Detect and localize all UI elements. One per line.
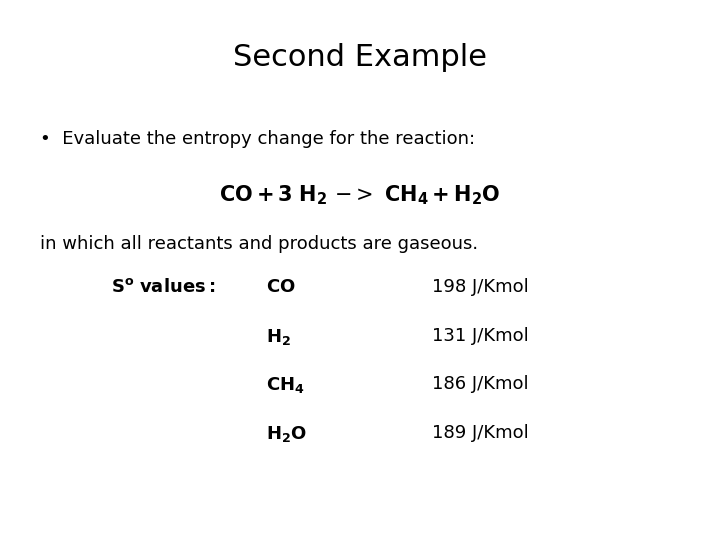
Text: Second Example: Second Example bbox=[233, 43, 487, 72]
Text: $\mathbf{S^o\ values:}$: $\mathbf{S^o\ values:}$ bbox=[112, 278, 216, 296]
Text: 198 J/Kmol: 198 J/Kmol bbox=[432, 278, 528, 296]
Text: 189 J/Kmol: 189 J/Kmol bbox=[432, 424, 528, 442]
Text: 131 J/Kmol: 131 J/Kmol bbox=[432, 327, 528, 345]
Text: 186 J/Kmol: 186 J/Kmol bbox=[432, 375, 528, 393]
Text: $\mathbf{CO + 3\ H_2\ \mathit{->}\ CH_4 + H_2O}$: $\mathbf{CO + 3\ H_2\ \mathit{->}\ CH_4 … bbox=[219, 184, 501, 207]
Text: $\mathbf{CO}$: $\mathbf{CO}$ bbox=[266, 278, 296, 296]
Text: $\mathbf{H_2}$: $\mathbf{H_2}$ bbox=[266, 327, 292, 347]
Text: •  Evaluate the entropy change for the reaction:: • Evaluate the entropy change for the re… bbox=[40, 130, 474, 147]
Text: in which all reactants and products are gaseous.: in which all reactants and products are … bbox=[40, 235, 478, 253]
Text: $\mathbf{CH_4}$: $\mathbf{CH_4}$ bbox=[266, 375, 305, 395]
Text: $\mathbf{H_2O}$: $\mathbf{H_2O}$ bbox=[266, 424, 307, 444]
